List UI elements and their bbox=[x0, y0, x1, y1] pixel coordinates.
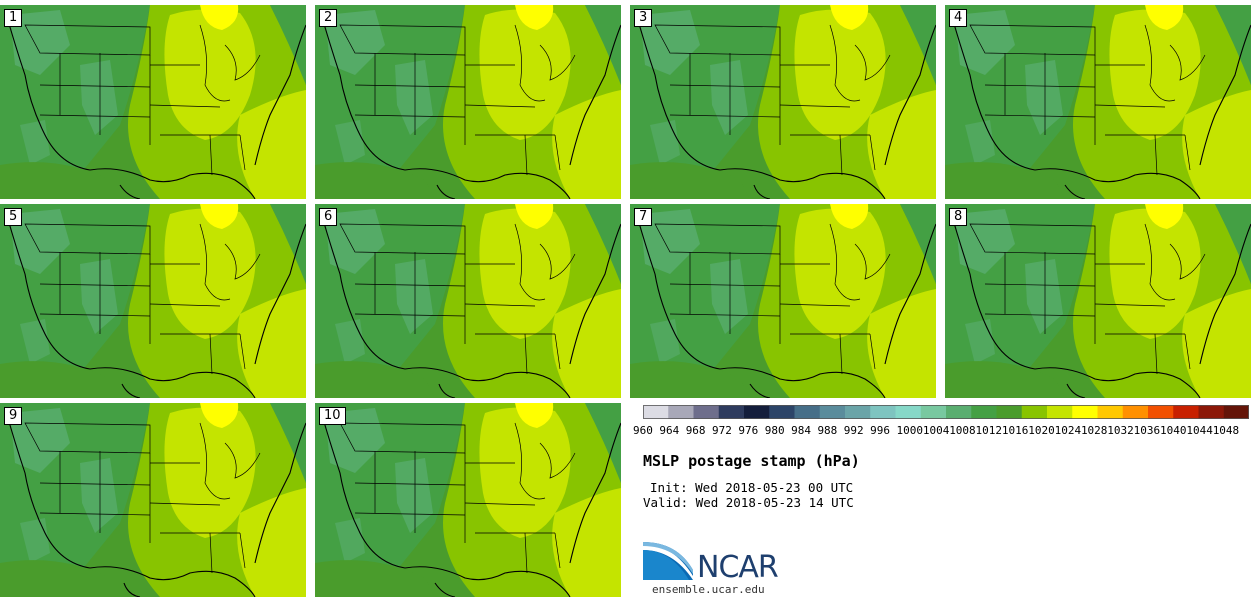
ncar-logo-icon bbox=[643, 540, 693, 580]
colorbar-segment bbox=[1021, 405, 1048, 419]
colorbar-tick-label: 1036 bbox=[1133, 424, 1161, 437]
mslp-field-map bbox=[630, 5, 936, 199]
colorbar-segment bbox=[693, 405, 720, 419]
member-number-label: 8 bbox=[949, 208, 968, 226]
site-url: ensemble.ucar.edu bbox=[652, 583, 765, 596]
colorbar-segment bbox=[744, 405, 770, 419]
colorbar-segment bbox=[643, 405, 669, 419]
mslp-field-map bbox=[315, 204, 621, 398]
colorbar-segment bbox=[946, 405, 972, 419]
colorbar-tick-label: 960 bbox=[633, 424, 653, 437]
ensemble-member-panel: 7 bbox=[630, 204, 936, 398]
ensemble-member-panel: 5 bbox=[0, 204, 306, 398]
colorbar-segment bbox=[1173, 405, 1199, 419]
mslp-field-map bbox=[630, 204, 936, 398]
ensemble-member-panel: 3 bbox=[630, 5, 936, 199]
colorbar-tick-label: 996 bbox=[870, 424, 891, 437]
colorbar-tick-label: 976 bbox=[738, 424, 759, 437]
mslp-field-map bbox=[0, 5, 306, 199]
member-number-label: 9 bbox=[4, 407, 23, 425]
ensemble-member-panel: 1 bbox=[0, 5, 306, 199]
colorbar-segment bbox=[1198, 405, 1225, 419]
colorbar-tick-label: 1048 bbox=[1212, 424, 1240, 437]
mslp-field-map bbox=[945, 5, 1251, 199]
ensemble-member-panel: 4 bbox=[945, 5, 1251, 199]
colorbar-tick-label: 1040 bbox=[1160, 424, 1187, 437]
member-number-label: 3 bbox=[634, 9, 653, 27]
ensemble-member-panel: 9 bbox=[0, 403, 306, 597]
init-time: Init: Wed 2018-05-23 00 UTC bbox=[650, 480, 854, 495]
colorbar-segment bbox=[895, 405, 922, 419]
colorbar-segment bbox=[819, 405, 846, 419]
colorbar-tick-labels: 960 964 968 972 976 980 984 988 992 996 1000 1004 10… bbox=[633, 424, 1253, 438]
colorbar-segment bbox=[1122, 405, 1149, 419]
colorbar-tick-label: 992 bbox=[843, 424, 864, 437]
mslp-field-map bbox=[0, 403, 306, 597]
colorbar-segment bbox=[971, 405, 997, 419]
colorbar-tick-label: 972 bbox=[712, 424, 732, 437]
member-number-label: 10 bbox=[319, 407, 346, 425]
colorbar-segment bbox=[1047, 405, 1073, 419]
mslp-field-map bbox=[0, 204, 306, 398]
colorbar-tick-label: 1032 bbox=[1107, 424, 1134, 437]
colorbar-segment bbox=[794, 405, 821, 419]
ensemble-member-panel: 6 bbox=[315, 204, 621, 398]
chart-title: MSLP postage stamp (hPa) bbox=[643, 452, 860, 470]
member-number-label: 1 bbox=[4, 9, 23, 27]
colorbar-tick-label: 968 bbox=[685, 424, 706, 437]
colorbar-segment bbox=[1223, 405, 1249, 419]
colorbar-tick-label: 984 bbox=[791, 424, 811, 437]
colorbar-segment bbox=[668, 405, 694, 419]
colorbar-segment bbox=[845, 405, 871, 419]
colorbar-tick-label: 1028 bbox=[1080, 424, 1108, 437]
colorbar-segment bbox=[718, 405, 745, 419]
colorbar-tick-label: 988 bbox=[817, 424, 838, 437]
ensemble-member-panel: 10 bbox=[315, 403, 621, 597]
colorbar-segment bbox=[996, 405, 1023, 419]
colorbar-segment bbox=[769, 405, 795, 419]
colorbar-segment bbox=[920, 405, 947, 419]
colorbar-tick-label: 1004 bbox=[922, 424, 950, 437]
colorbar-tick-label: 1016 bbox=[1001, 424, 1029, 437]
ensemble-member-panel: 2 bbox=[315, 5, 621, 199]
ncar-logo-text: NCAR bbox=[697, 550, 779, 585]
mslp-field-map bbox=[945, 204, 1251, 398]
colorbar-segment bbox=[870, 405, 896, 419]
pressure-colorbar bbox=[643, 405, 1249, 419]
colorbar-segment bbox=[1097, 405, 1124, 419]
colorbar-tick-label: 1000 bbox=[896, 424, 924, 437]
colorbar-tick-label: 964 bbox=[659, 424, 680, 437]
member-number-label: 4 bbox=[949, 9, 968, 27]
ensemble-member-panel: 8 bbox=[945, 204, 1251, 398]
colorbar-segment bbox=[1148, 405, 1174, 419]
colorbar-tick-label: 980 bbox=[764, 424, 785, 437]
colorbar-tick-label: 1044 bbox=[1186, 424, 1213, 437]
valid-time: Valid: Wed 2018-05-23 14 UTC bbox=[643, 495, 854, 510]
member-number-label: 7 bbox=[634, 208, 653, 226]
colorbar-segment bbox=[1072, 405, 1098, 419]
mslp-field-map bbox=[315, 5, 621, 199]
colorbar-tick-label: 1024 bbox=[1054, 424, 1082, 437]
colorbar-tick-label: 1008 bbox=[949, 424, 976, 437]
member-number-label: 6 bbox=[319, 208, 338, 226]
colorbar-tick-label: 1012 bbox=[975, 424, 1003, 437]
mslp-field-map bbox=[315, 403, 621, 597]
member-number-label: 2 bbox=[319, 9, 338, 27]
colorbar-tick-label: 1020 bbox=[1028, 424, 1055, 437]
member-number-label: 5 bbox=[4, 208, 23, 226]
